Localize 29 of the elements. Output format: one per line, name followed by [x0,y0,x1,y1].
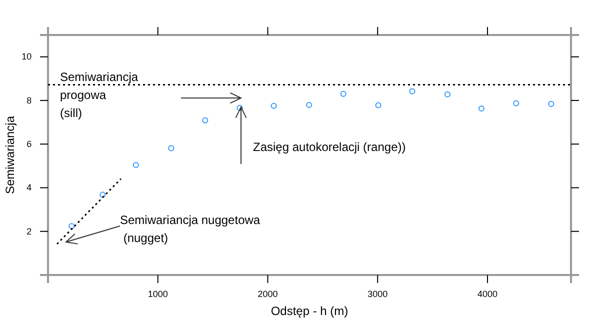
y-tick-label: 2 [26,226,32,236]
point [236,104,243,111]
point [132,162,139,168]
point [68,223,75,230]
point [270,102,277,109]
x-tick-label: 1000 [148,288,168,299]
point [375,102,382,108]
y-tick-label: 4 [26,182,32,193]
y-tick-label: 8 [26,95,32,106]
annotation: Zasięg autokorelacji (range)) [253,140,406,154]
point [100,192,106,198]
x-axis-title: Odstęp - h (m) [270,304,348,318]
x-tick-label: 4000 [477,288,498,299]
annotation: Semiwariancja progowa (sill) [60,70,138,120]
point [513,100,520,106]
x-tick-label: 3000 [368,288,388,299]
point [548,100,554,107]
point [168,145,174,152]
y-tick-label: 6 [26,138,32,149]
point [444,91,451,98]
point [409,88,416,94]
point [202,117,208,124]
y-tick-label: 10 [22,52,32,62]
point [340,90,346,97]
x-tick-label: 2000 [258,288,278,299]
point [306,102,312,108]
annotation: Semiwariancja nuggetowa (nugget) [120,213,260,245]
point [478,106,484,112]
y-axis-title: Semiwariancja [3,116,17,194]
